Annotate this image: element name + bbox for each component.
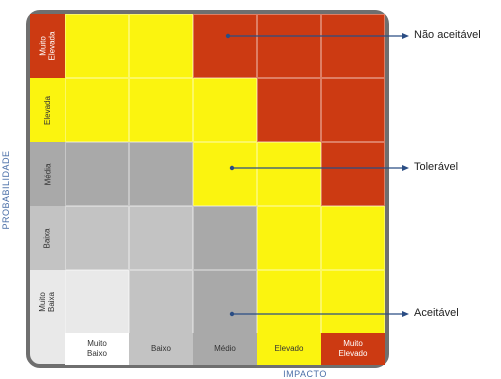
risk-cell	[257, 14, 321, 78]
callout-nao-aceitavel: Não aceitável	[414, 29, 481, 41]
impact-label-3: Elevado	[257, 333, 321, 365]
risk-cell	[129, 270, 193, 334]
x-axis-label: IMPACTO	[283, 369, 327, 379]
risk-cell	[257, 142, 321, 206]
risk-cell	[193, 78, 257, 142]
arrowhead-toleravel	[402, 165, 409, 171]
risk-cell	[65, 142, 129, 206]
impact-label-2: Médio	[193, 333, 257, 365]
arrowhead-aceitavel	[402, 311, 409, 317]
probability-label-2: Média	[30, 142, 65, 206]
impact-label-1: Baixo	[129, 333, 193, 365]
dot-nao-aceitavel	[225, 33, 231, 39]
risk-cell	[257, 206, 321, 270]
callout-aceitavel: Aceitável	[414, 307, 459, 319]
risk-cell	[321, 206, 385, 270]
probability-label-0: Muito Elevada	[30, 14, 65, 78]
risk-cell	[129, 142, 193, 206]
risk-cell	[321, 78, 385, 142]
risk-cell	[65, 270, 129, 334]
impact-label-0: Muito Baixo	[65, 333, 129, 365]
risk-cell	[129, 78, 193, 142]
risk-cell	[129, 14, 193, 78]
risk-cell	[193, 206, 257, 270]
risk-cell	[65, 78, 129, 142]
risk-cell	[65, 206, 129, 270]
risk-cell	[129, 206, 193, 270]
risk-cell	[65, 14, 129, 78]
probability-label-4: Muito Baixa	[30, 270, 65, 334]
callout-toleravel: Tolerável	[414, 161, 459, 173]
dot-toleravel	[229, 165, 235, 171]
risk-cell	[257, 78, 321, 142]
risk-cell	[321, 14, 385, 78]
risk-cell	[321, 142, 385, 206]
probability-label-3: Baixa	[30, 206, 65, 270]
impact-label-4: Muito Elevado	[321, 333, 385, 365]
risk-cell	[321, 270, 385, 334]
probability-label-1: Elevada	[30, 78, 65, 142]
risk-cell	[257, 270, 321, 334]
risk-cell	[193, 14, 257, 78]
dot-aceitavel	[229, 311, 235, 317]
risk-matrix-grid: Muito Elevada Elevada Média Baixa Muito Baix…	[30, 14, 385, 334]
risk-cell	[193, 142, 257, 206]
arrowhead-nao-aceitavel	[402, 33, 409, 39]
